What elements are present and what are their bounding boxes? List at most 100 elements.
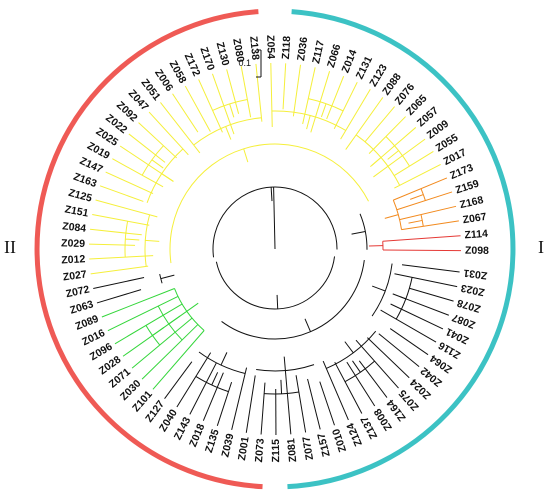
clade-stem-2 bbox=[408, 219, 423, 224]
clade-stem-18 bbox=[152, 327, 165, 336]
leaf-label-Z157: Z157 bbox=[315, 432, 332, 458]
branch-Z116 bbox=[380, 309, 437, 343]
branch-Z024 bbox=[367, 337, 410, 379]
branch-Z078 bbox=[409, 287, 454, 302]
branch-Z054 bbox=[270, 63, 273, 128]
clade-connector-28 bbox=[215, 256, 336, 310]
clade-stem-29 bbox=[270, 187, 273, 202]
branch-Z075 bbox=[355, 339, 399, 389]
branch-Z088 bbox=[345, 97, 384, 150]
branch-Z084 bbox=[89, 228, 142, 236]
leaf-label-Z138: Z138 bbox=[247, 36, 261, 61]
branch-Z089 bbox=[101, 288, 175, 318]
branch-Z130 bbox=[226, 69, 240, 114]
leaf-label-Z077: Z077 bbox=[300, 435, 316, 461]
branch-Z138 bbox=[255, 63, 263, 122]
branch-Z168 bbox=[399, 205, 457, 221]
clade-stem-6 bbox=[306, 115, 311, 130]
branch-Z014 bbox=[326, 75, 345, 120]
clade-stem-7 bbox=[225, 126, 232, 140]
branch-Z077 bbox=[295, 375, 307, 433]
clade-stem-11 bbox=[320, 103, 327, 118]
clade-connector-16 bbox=[174, 288, 205, 331]
leaf-label-Z080: Z080 bbox=[230, 38, 246, 64]
branch-Z163 bbox=[99, 185, 144, 202]
leaf-label-Z031: Z031 bbox=[463, 266, 488, 281]
leaf-label-Z036: Z036 bbox=[295, 36, 310, 62]
branch-Z092 bbox=[138, 122, 178, 159]
clade-stem-27 bbox=[392, 293, 406, 300]
branch-Z173 bbox=[393, 177, 448, 201]
leaf-label-Z168: Z168 bbox=[459, 194, 485, 211]
branch-Z087 bbox=[400, 296, 449, 316]
leaf-label-Z012: Z012 bbox=[61, 253, 86, 266]
clade-stem-14 bbox=[125, 238, 140, 241]
branch-Z055 bbox=[393, 151, 434, 177]
tree-branches bbox=[89, 63, 461, 436]
clade-stem-8 bbox=[161, 173, 174, 182]
branch-Z073 bbox=[260, 382, 266, 435]
clade-stem-30 bbox=[351, 230, 366, 235]
clade-stem-26 bbox=[352, 360, 361, 373]
leaf-label-Z115: Z115 bbox=[270, 439, 282, 463]
group-label-I: I bbox=[538, 237, 544, 257]
clade-stem-4 bbox=[243, 148, 249, 163]
branch-Z125 bbox=[95, 199, 158, 218]
scale-bar: 0.1 bbox=[238, 49, 262, 78]
branch-Z030 bbox=[141, 324, 199, 380]
leaf-label-Z130: Z130 bbox=[214, 41, 232, 67]
clade-connector-20 bbox=[198, 351, 246, 374]
clade-stem-23 bbox=[372, 285, 386, 292]
branch-Z170 bbox=[211, 73, 235, 135]
branch-Z042 bbox=[378, 333, 420, 367]
clade-connector-9 bbox=[144, 214, 151, 267]
branch-Z137 bbox=[334, 361, 363, 414]
branch-Z098 bbox=[382, 249, 461, 252]
leaf-label-Z072: Z072 bbox=[65, 283, 91, 300]
branch-Z051 bbox=[160, 102, 201, 154]
branch-Z006 bbox=[172, 93, 199, 133]
branch-Z124 bbox=[322, 360, 349, 421]
branch-Z143 bbox=[189, 362, 217, 415]
branch-Z157 bbox=[307, 378, 321, 430]
clade-stem-1 bbox=[384, 214, 399, 219]
clade-stem-15 bbox=[160, 274, 175, 280]
branch-Z118 bbox=[282, 63, 287, 110]
branch-Z096 bbox=[114, 303, 183, 345]
branch-Z164 bbox=[358, 360, 388, 398]
clade-stem-25 bbox=[280, 379, 283, 394]
branch-Z017 bbox=[394, 164, 441, 189]
leaf-label-Z084: Z084 bbox=[62, 220, 87, 234]
branch-Z018 bbox=[202, 372, 224, 421]
clade-stem-28 bbox=[276, 294, 279, 309]
branch-Z080 bbox=[240, 66, 252, 118]
branch-Z172 bbox=[198, 79, 223, 133]
leaf-label-Z151: Z151 bbox=[64, 203, 90, 219]
branch-Z016 bbox=[107, 295, 179, 332]
leaf-label-Z117: Z117 bbox=[310, 39, 327, 65]
clade-connector-11 bbox=[308, 98, 344, 112]
leaf-label-Z135: Z135 bbox=[203, 428, 222, 455]
leaf-label-Z001: Z001 bbox=[236, 436, 252, 462]
branch-Z159 bbox=[396, 191, 453, 211]
clade-stem-12 bbox=[229, 103, 235, 118]
branch-Z114 bbox=[382, 235, 461, 242]
branch-Z081 bbox=[284, 370, 292, 435]
branch-Z071 bbox=[131, 317, 193, 369]
branch-Z041 bbox=[390, 303, 444, 330]
leaf-label-Z098: Z098 bbox=[465, 245, 489, 257]
branch-Z001 bbox=[245, 375, 256, 433]
branch-Z063 bbox=[96, 289, 142, 304]
clade-stem-17 bbox=[168, 315, 181, 325]
branch-Z019 bbox=[112, 158, 164, 188]
leaf-label-Z125: Z125 bbox=[67, 187, 93, 205]
root-branch bbox=[273, 187, 276, 250]
branch-Z123 bbox=[340, 89, 371, 140]
clade-stem-5 bbox=[370, 157, 382, 168]
branch-Z022 bbox=[128, 133, 166, 163]
clade-connector-24 bbox=[195, 376, 229, 393]
scale-bar-label: 0.1 bbox=[238, 58, 251, 68]
group-arc-II bbox=[34, 9, 263, 490]
branch-Z039 bbox=[231, 367, 248, 430]
